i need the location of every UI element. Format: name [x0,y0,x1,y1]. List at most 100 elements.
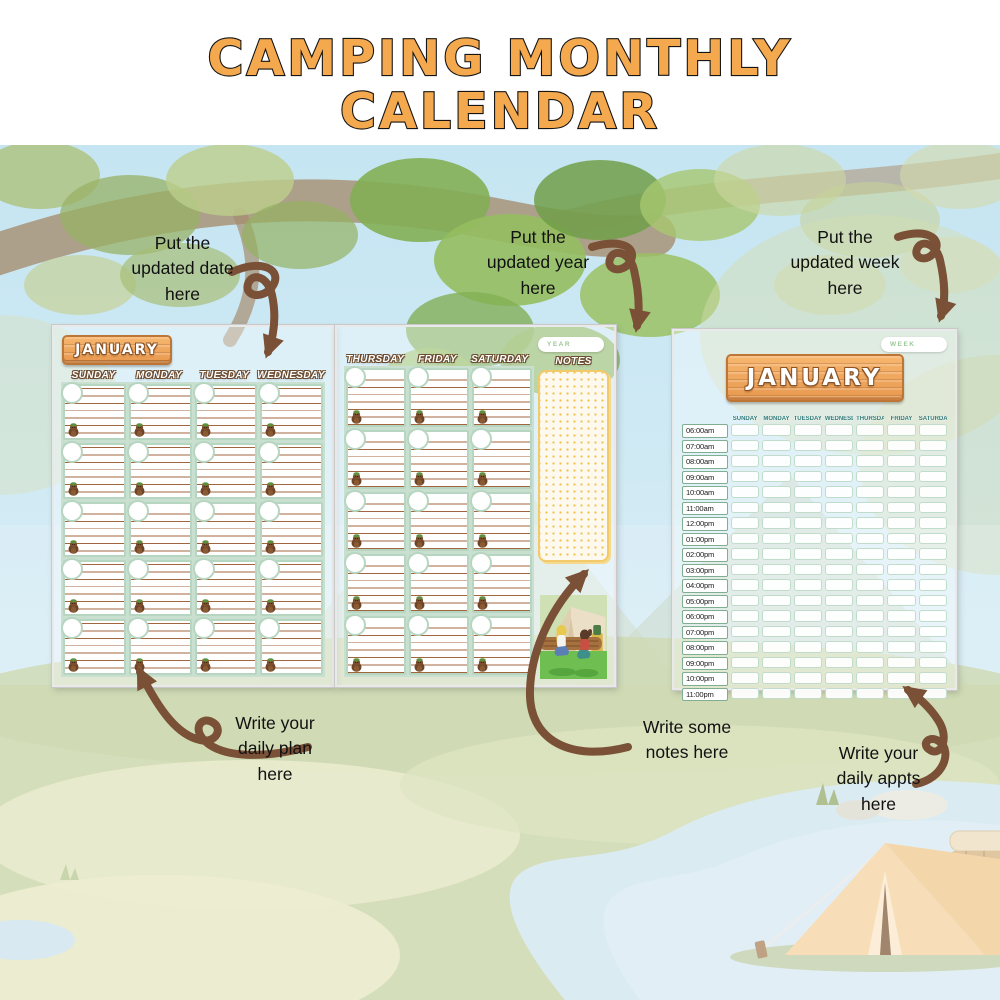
appointment-cell [793,579,822,591]
appointment-cell [887,563,916,575]
appointment-cell [824,641,854,653]
notes-label: NOTES [555,356,592,367]
appointment-cell [731,486,760,498]
beaver-icon [199,539,212,555]
month-label-weekly: JANUARY [746,365,883,391]
calendar-day-cell [192,558,258,617]
appointment-cell [793,610,822,622]
time-label: 09:00am [682,470,728,484]
calendar-day-cell [61,617,126,675]
appointment-cell [856,532,885,544]
appointment-cell [762,501,791,513]
month-sign-weekly: JANUARY [725,354,904,402]
month-label: JANUARY [75,342,159,358]
date-circle [126,617,149,640]
appointment-cell [918,439,947,451]
weekly-page: WEEK JANUARY SUNDAY MONDAYTUESDAYWEDNESDA… [672,329,957,701]
appointment-cell [824,424,854,436]
appointment-cell [824,594,854,606]
time-label: 10:00am [682,486,728,500]
appointment-cell [793,455,822,467]
time-label: 09:00pm [682,656,728,670]
appointment-cell [824,532,854,544]
weekly-day-header: TUESDAY [793,416,822,422]
appointment-cell [731,672,760,684]
appointment-cell [762,687,791,699]
day-header: TUESDAY [199,370,250,381]
beaver-icon [476,595,489,610]
appointment-cell [762,439,791,451]
calendar-day-cell [61,558,126,617]
appointment-cell [762,641,791,653]
appointment-cell [824,486,854,498]
date-circle [258,617,281,640]
beaver-icon [264,422,277,437]
appointment-cell [731,594,760,606]
appointment-cell [731,517,760,529]
time-label: 02:00pm [682,548,728,562]
appointment-cell [793,625,822,637]
beaver-icon [67,539,80,555]
appointment-cell [793,517,822,529]
date-circle [407,366,429,388]
appointment-cell [824,625,854,637]
date-circle [344,614,366,636]
appointment-cell [887,687,916,699]
beaver-icon [413,533,426,548]
annotation-updated-date: Put the updated date here [131,233,234,304]
weekly-day-header: SATURDAY [918,416,947,422]
appointment-cell [887,486,916,498]
calendar-day-cell [192,617,258,675]
appointment-cell [824,470,854,482]
appointment-cell [731,470,760,482]
appointment-cell [887,594,916,606]
calendar-day-cell [258,382,323,440]
appointment-cell [918,517,947,529]
date-circle [470,366,492,388]
beaver-icon [264,481,277,496]
time-label: 12:00pm [682,517,728,531]
date-circle [61,382,83,404]
day-header: MONDAY [136,370,183,381]
appointment-cell [762,579,791,591]
appointment-cell [856,687,885,699]
year-label: YEAR [547,341,572,348]
appointment-cell [918,641,947,653]
appointment-cell [918,470,947,482]
date-circle [61,558,83,581]
appointment-cell [887,470,916,482]
appointment-cell [793,641,822,653]
calendar-day-cell [61,382,126,440]
notes-column: NOTES [538,354,614,685]
appointment-cell [731,610,760,622]
page-title-line1: CAMPING MONTHLY [206,30,793,87]
appointment-cell [762,625,791,637]
day-header: FRIDAY [418,354,457,365]
calendar-day-cell [126,499,192,558]
day-header: WEDNESDAY [257,370,325,381]
appointment-cell [762,594,791,606]
appointment-cell [824,610,854,622]
appointment-cell [918,455,947,467]
appointment-cell [887,439,916,451]
monthly-page-sun-wed: JANUARY SUNDAY MONDAY TUESDAY WEDNESDAY [52,325,334,687]
beaver-icon [67,657,80,672]
appointment-cell [856,424,885,436]
calendar-day-cell [258,558,323,617]
beaver-icon [413,409,426,424]
date-circle [344,490,366,512]
weekly-day-header: WEDNESDAY [824,416,853,422]
appointment-cell [731,532,760,544]
date-circle [258,558,281,581]
appointment-cell [762,532,791,544]
appointment-cell [824,455,854,467]
appointment-cell [824,439,854,451]
calendar-day-cell [192,440,258,499]
beaver-icon [199,422,212,437]
appointment-cell [731,455,760,467]
appointment-cell [918,501,947,513]
appointment-cell [918,656,947,668]
appointment-cell [887,656,916,668]
appointment-cell [887,672,916,684]
